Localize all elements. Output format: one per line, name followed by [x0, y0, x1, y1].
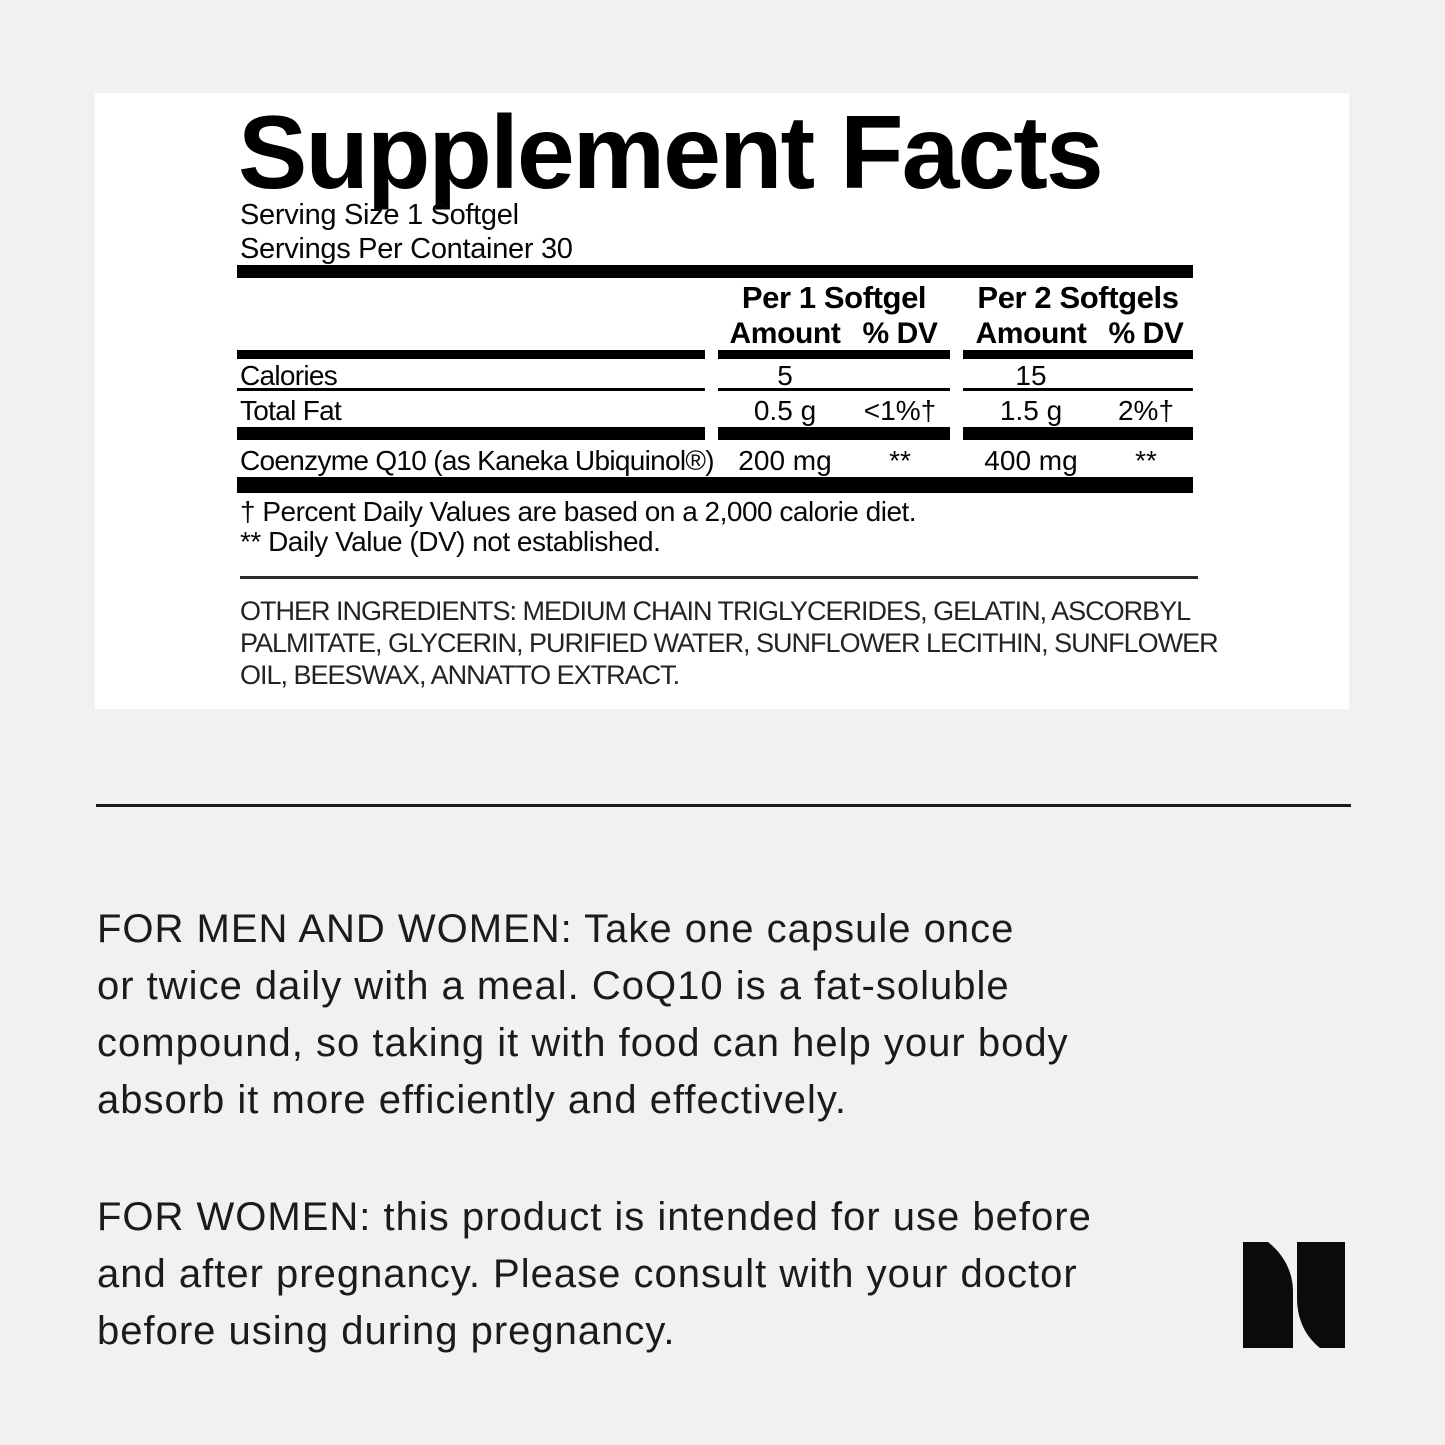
row-separator-bar — [963, 427, 1193, 440]
other-ingredients-line: OTHER INGREDIENTS: MEDIUM CHAIN TRIGLYCE… — [240, 596, 1191, 626]
supplement-facts-panel: Supplement Facts Serving Size 1 Softgel … — [95, 93, 1349, 709]
needed-n-logo-icon — [1243, 1242, 1345, 1348]
col-header-dv-1: % DV — [862, 317, 938, 350]
directions-line: FOR MEN AND WOMEN: Take one capsule once — [97, 907, 1015, 951]
total-fat-dv-1: <1%† — [863, 395, 937, 426]
other-ingredients-line: PALMITATE, GLYCERIN, PURIFIED WATER, SUN… — [240, 628, 1219, 658]
total-fat-amount-2: 1.5 g — [999, 395, 1063, 426]
table-top-bar — [237, 265, 1193, 278]
row-separator-bar — [718, 427, 950, 440]
calories-amount-2: 15 — [1015, 360, 1047, 391]
directions-women: FOR WOMEN: this product is intended for … — [97, 1189, 1092, 1360]
row-label-total-fat: Total Fat — [240, 395, 342, 426]
serving-size-text: Serving Size 1 Softgel — [240, 199, 519, 231]
directions-men-and-women: FOR MEN AND WOMEN: Take one capsule once… — [97, 901, 1069, 1129]
footnote-daily-values: † Percent Daily Values are based on a 2,… — [240, 496, 917, 527]
calories-amount-1: 5 — [777, 360, 793, 391]
row-separator-line — [718, 388, 950, 391]
col-header-dv-2: % DV — [1108, 317, 1184, 350]
row-label-calories: Calories — [240, 360, 338, 391]
coq10-amount-2: 400 mg — [984, 445, 1078, 476]
ingredients-separator-line — [240, 576, 1198, 579]
header-separator-bar — [718, 350, 950, 359]
col-group-per-2-softgels: Per 2 Softgels — [977, 280, 1179, 315]
table-bottom-bar — [237, 477, 1193, 493]
other-ingredients-block: OTHER INGREDIENTS: MEDIUM CHAIN TRIGLYCE… — [240, 595, 1230, 691]
coq10-amount-1: 200 mg — [738, 445, 832, 476]
directions-line: compound, so taking it with food can hel… — [97, 1021, 1069, 1065]
header-separator-bar — [963, 350, 1193, 359]
row-separator-line — [237, 388, 705, 391]
other-ingredients-line: OIL, BEESWAX, ANNATTO EXTRACT. — [240, 660, 680, 690]
servings-per-container-text: Servings Per Container 30 — [240, 233, 573, 265]
footnote-dv-not-established: ** Daily Value (DV) not established. — [240, 526, 661, 557]
coq10-dv-2: ** — [1135, 445, 1157, 476]
row-label-coq10: Coenzyme Q10 (as Kaneka Ubiquinol®) — [240, 445, 715, 476]
directions-line: before using during pregnancy. — [97, 1309, 676, 1353]
col-header-amount-1: Amount — [729, 317, 841, 350]
row-separator-line — [963, 388, 1193, 391]
section-divider-line — [96, 804, 1351, 807]
directions-line: FOR WOMEN: this product is intended for … — [97, 1195, 1092, 1239]
coq10-dv-1: ** — [889, 445, 911, 476]
col-header-amount-2: Amount — [975, 317, 1087, 350]
header-separator-bar — [237, 350, 705, 359]
directions-line: or twice daily with a meal. CoQ10 is a f… — [97, 964, 1010, 1008]
total-fat-dv-2: 2%† — [1117, 395, 1175, 426]
directions-line: and after pregnancy. Please consult with… — [97, 1252, 1078, 1296]
col-group-per-1-softgel: Per 1 Softgel — [741, 280, 927, 315]
row-separator-bar — [237, 427, 705, 440]
total-fat-amount-1: 0.5 g — [753, 395, 817, 426]
supplement-facts-title: Supplement Facts — [238, 95, 1104, 211]
directions-line: absorb it more efficiently and effective… — [97, 1078, 848, 1122]
